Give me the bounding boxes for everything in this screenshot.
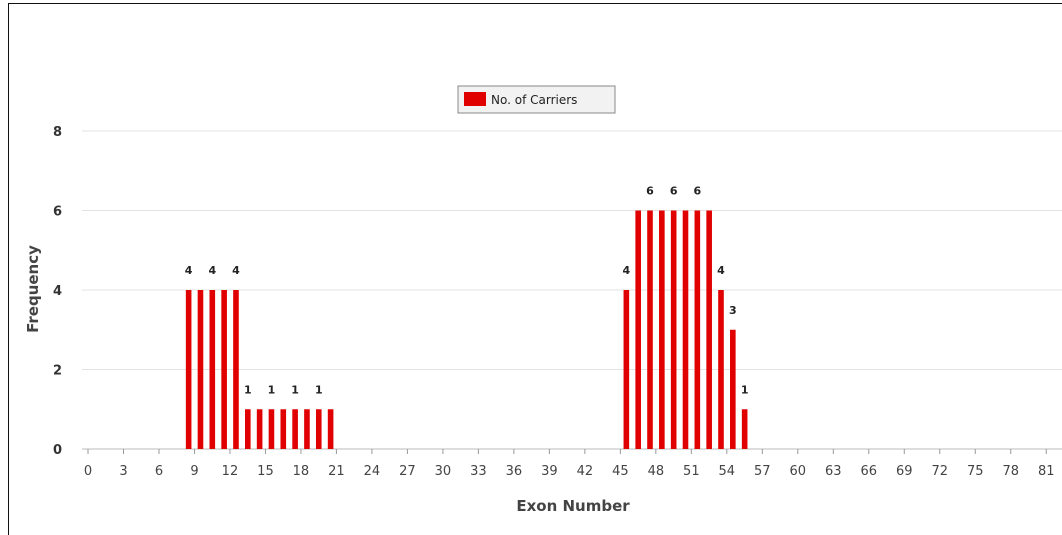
data-labels: 4 4 4 1 1 1 1 4 6 6 6 4 3 1 <box>185 185 749 397</box>
data-label: 3 <box>729 304 737 317</box>
data-label: 4 <box>185 264 193 277</box>
x-axis-label: Exon Number <box>516 497 630 515</box>
bar-exon-52 <box>706 210 712 449</box>
x-tick-label: 18 <box>293 464 310 479</box>
x-tick-label: 27 <box>399 464 416 479</box>
bar-exon-46 <box>635 210 641 449</box>
y-tick-label: 8 <box>53 125 62 140</box>
bar-exon-45 <box>623 290 630 449</box>
bar-exon-49 <box>670 210 677 449</box>
y-tick-label: 6 <box>53 205 62 220</box>
x-tick-label: 45 <box>612 464 629 479</box>
bar-exon-47 <box>647 210 653 449</box>
legend-label: No. of Carriers <box>491 93 577 107</box>
bar-exon-14 <box>256 409 263 449</box>
x-tick-label: 60 <box>790 464 807 479</box>
bar-exon-18 <box>304 409 310 449</box>
bar-exon-10 <box>209 290 216 449</box>
bar-exon-13 <box>244 409 251 449</box>
x-tick-label: 42 <box>577 464 594 479</box>
data-label: 4 <box>208 264 216 277</box>
data-label: 1 <box>315 383 323 396</box>
x-tick-label: 54 <box>719 464 736 479</box>
x-tick-label: 57 <box>754 464 771 479</box>
bar-exon-54 <box>730 329 736 449</box>
data-label: 6 <box>646 185 654 198</box>
y-axis-label: Frequency <box>24 245 42 333</box>
bar-exon-16 <box>280 409 287 449</box>
x-tick-label: 21 <box>328 464 345 479</box>
x-tick-label: 15 <box>257 464 274 479</box>
bar-exon-9 <box>197 290 204 449</box>
x-tick-label: 24 <box>364 464 381 479</box>
bar-exon-19 <box>315 409 322 449</box>
bar-exon-11 <box>221 290 227 449</box>
x-tick-label: 69 <box>896 464 913 479</box>
bar-exon-53 <box>718 290 724 449</box>
bar-exon-50 <box>682 210 689 449</box>
x-tick-label: 51 <box>683 464 700 479</box>
x-tick-label: 36 <box>506 464 523 479</box>
bar-exon-15 <box>268 409 275 449</box>
x-tick-label: 75 <box>967 464 984 479</box>
bar-exon-55 <box>741 409 748 449</box>
x-tick-label: 78 <box>1002 464 1019 479</box>
bars <box>185 210 748 449</box>
x-tick-label: 0 <box>84 464 92 479</box>
y-tick-label: 4 <box>53 284 62 299</box>
bar-exon-17 <box>292 409 298 449</box>
bar-exon-12 <box>233 290 239 449</box>
data-label: 1 <box>741 383 749 396</box>
data-label: 4 <box>623 264 631 277</box>
x-tick-label: 66 <box>861 464 878 479</box>
y-tick-label: 2 <box>53 364 62 379</box>
bar-exon-51 <box>694 210 701 449</box>
bar-exon-8 <box>185 290 192 449</box>
data-label: 6 <box>694 185 702 198</box>
x-tick-label: 63 <box>825 464 842 479</box>
data-label: 1 <box>291 383 299 396</box>
data-label: 4 <box>717 264 725 277</box>
legend-swatch <box>464 92 486 106</box>
x-tick-label: 81 <box>1038 464 1055 479</box>
x-axis-ticks: 0 3 6 9 12 15 18 21 24 27 30 33 36 39 42 45 48 51 54 57 60 63… <box>84 449 1055 479</box>
x-tick-label: 12 <box>222 464 239 479</box>
y-tick-label: 0 <box>53 443 62 458</box>
x-tick-label: 33 <box>470 464 487 479</box>
legend: No. of Carriers <box>457 85 616 114</box>
grid-lines <box>82 130 1062 450</box>
data-label: 1 <box>244 383 252 396</box>
chart-frame <box>8 3 1062 535</box>
x-tick-label: 48 <box>648 464 665 479</box>
x-tick-label: 6 <box>155 464 163 479</box>
x-tick-label: 3 <box>119 464 127 479</box>
data-label: 4 <box>232 264 240 277</box>
x-tick-label: 72 <box>931 464 948 479</box>
x-tick-label: 9 <box>190 464 198 479</box>
x-tick-label: 39 <box>541 464 558 479</box>
y-axis-ticks: 0 2 4 6 8 <box>53 125 62 458</box>
x-tick-label: 30 <box>435 464 452 479</box>
bar-exon-20 <box>327 409 334 449</box>
data-label: 1 <box>268 383 276 396</box>
data-label: 6 <box>670 185 678 198</box>
bar-exon-48 <box>659 210 665 449</box>
